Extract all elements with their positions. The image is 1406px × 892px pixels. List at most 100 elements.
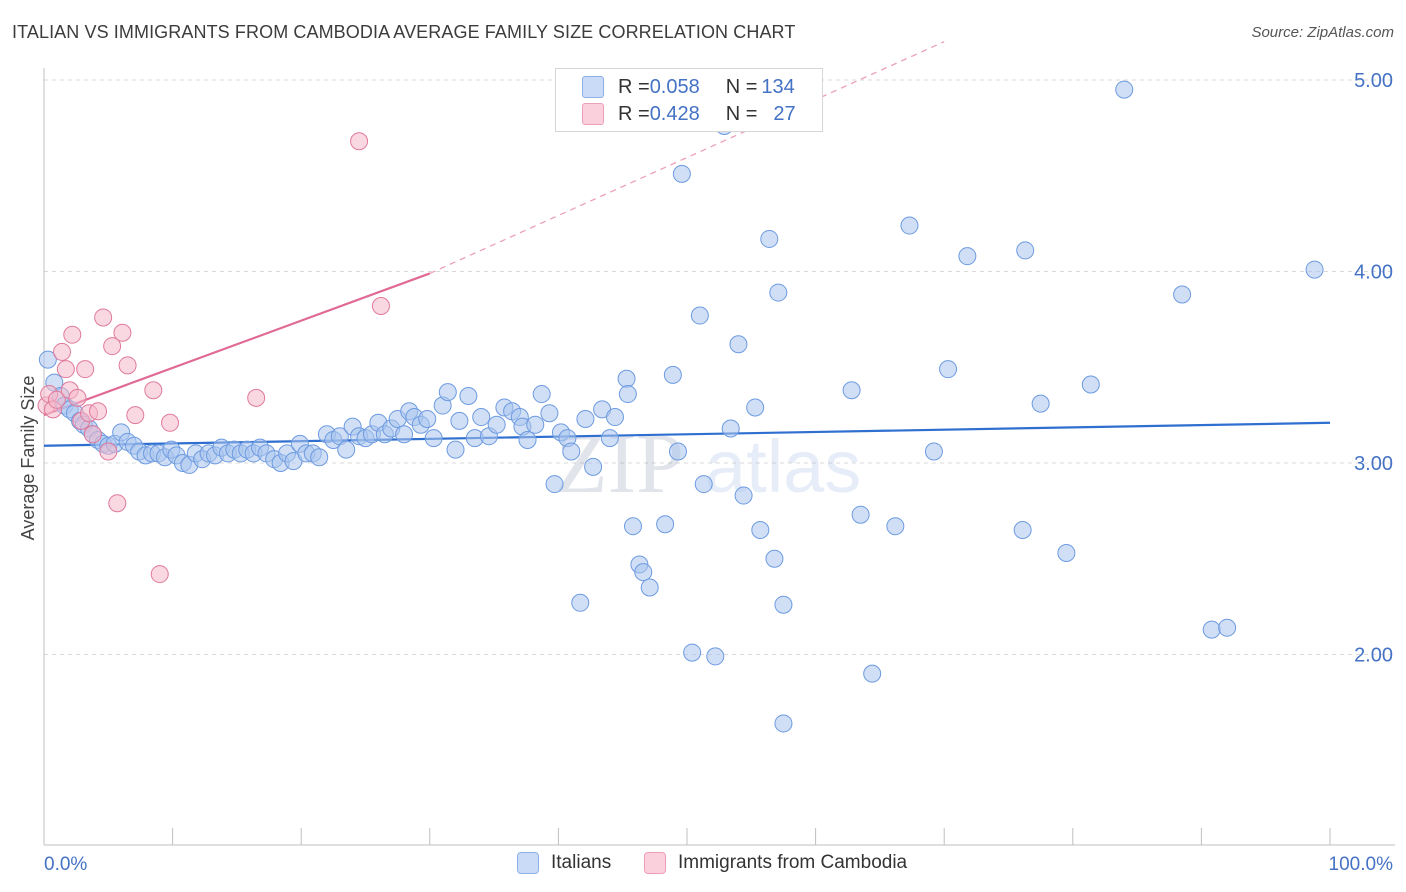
point-italians — [694, 475, 713, 494]
legend-r-label: R = — [618, 75, 650, 98]
point-italians — [760, 229, 779, 248]
point-italians — [863, 664, 882, 683]
point-cambodia — [63, 325, 82, 344]
bottom-legend-label: Immigrants from Cambodia — [678, 852, 908, 873]
point-italians — [623, 517, 642, 536]
point-italians — [1202, 620, 1221, 639]
point-italians — [618, 385, 637, 404]
point-italians — [1115, 80, 1134, 99]
legend-r-value: 0.058 — [649, 75, 700, 98]
bottom-legend: Italians Immigrants from Cambodia — [0, 852, 1406, 878]
point-italians — [663, 365, 682, 384]
point-italians — [842, 381, 861, 400]
point-cambodia — [53, 342, 72, 361]
legend-row-cambodia: R = 0.428 N = 27 — [582, 101, 796, 127]
point-cambodia — [113, 323, 132, 342]
point-italians — [668, 442, 687, 461]
point-italians — [310, 448, 329, 467]
point-italians — [634, 563, 653, 582]
point-italians — [571, 593, 590, 612]
point-italians — [576, 409, 595, 428]
point-italians — [924, 442, 943, 461]
point-italians — [1031, 394, 1050, 413]
point-italians — [672, 164, 691, 183]
legend-n-label: N = — [725, 102, 758, 125]
legend-n-value: 134 — [761, 75, 795, 98]
point-italians — [765, 549, 784, 568]
point-italians — [584, 457, 603, 476]
point-cambodia — [68, 388, 87, 407]
point-italians — [562, 442, 581, 461]
chart-title: ITALIAN VS IMMIGRANTS FROM CAMBODIA AVER… — [12, 22, 796, 42]
point-italians — [450, 411, 469, 430]
point-italians — [438, 383, 457, 402]
point-italians — [734, 486, 753, 505]
point-italians — [337, 440, 356, 459]
point-cambodia — [56, 360, 75, 379]
point-cambodia — [161, 413, 180, 432]
point-italians — [751, 521, 770, 540]
point-italians — [526, 415, 545, 434]
watermark-atlas: atlas — [705, 425, 861, 508]
point-italians — [545, 475, 564, 494]
point-italians — [600, 429, 619, 448]
point-italians — [886, 517, 905, 536]
data-points — [37, 80, 1324, 733]
point-italians — [958, 247, 977, 266]
bottom-legend-swatch-cambodia — [644, 852, 666, 874]
point-cambodia — [108, 494, 127, 513]
point-italians — [1173, 285, 1192, 304]
bottom-legend-italians: Italians — [517, 852, 611, 874]
y-tick-label: 5.00 — [1354, 70, 1393, 92]
zipatlas-watermark: ZIP atlas — [555, 415, 861, 511]
point-cambodia — [76, 360, 95, 379]
point-cambodia — [94, 308, 113, 327]
legend-r-label: R = — [618, 102, 650, 125]
source-note: Source: ZipAtlas.com — [1251, 24, 1394, 41]
point-italians — [690, 306, 709, 325]
legend-box: R = 0.058 N = 134 R = 0.428 N = 27 — [555, 68, 823, 132]
point-italians — [518, 431, 537, 450]
point-italians — [774, 595, 793, 614]
point-italians — [605, 408, 624, 427]
point-italians — [459, 386, 478, 405]
point-cambodia — [144, 381, 163, 400]
point-italians — [1013, 521, 1032, 540]
point-italians — [418, 409, 437, 428]
x-tick-label: 100.0% — [1329, 854, 1394, 875]
point-cambodia — [371, 296, 390, 315]
axes — [43, 68, 1395, 846]
point-italians — [939, 360, 958, 379]
x-tick-label: 0.0% — [44, 854, 87, 875]
legend-swatch-cambodia — [582, 103, 604, 125]
point-italians — [746, 398, 765, 417]
point-cambodia — [150, 565, 169, 584]
legend-swatch-italians — [582, 76, 604, 98]
point-italians — [721, 419, 740, 438]
point-italians — [683, 643, 702, 662]
point-italians — [729, 335, 748, 354]
point-cambodia — [83, 425, 102, 444]
point-italians — [395, 425, 414, 444]
point-italians — [532, 385, 551, 404]
tick-labels: 2.00 3.00 4.00 5.00 0.0% 100.0% — [44, 70, 1393, 875]
legend-r-value: 0.428 — [649, 102, 700, 125]
point-cambodia — [47, 390, 66, 409]
point-italians — [472, 408, 491, 427]
legend-row-italians: R = 0.058 N = 134 — [582, 74, 795, 100]
point-cambodia — [89, 402, 108, 421]
point-cambodia — [103, 337, 122, 356]
point-italians — [900, 216, 919, 235]
bottom-legend-cambodia: Immigrants from Cambodia — [644, 852, 907, 874]
bottom-legend-label: Italians — [551, 852, 612, 873]
point-italians — [774, 714, 793, 733]
point-italians — [706, 647, 725, 666]
y-tick-label: 3.00 — [1354, 453, 1393, 475]
point-italians — [540, 404, 559, 423]
legend-n-label: N = — [725, 75, 758, 98]
point-cambodia — [247, 388, 266, 407]
point-italians — [851, 505, 870, 524]
point-italians — [656, 515, 675, 534]
point-cambodia — [99, 442, 118, 461]
